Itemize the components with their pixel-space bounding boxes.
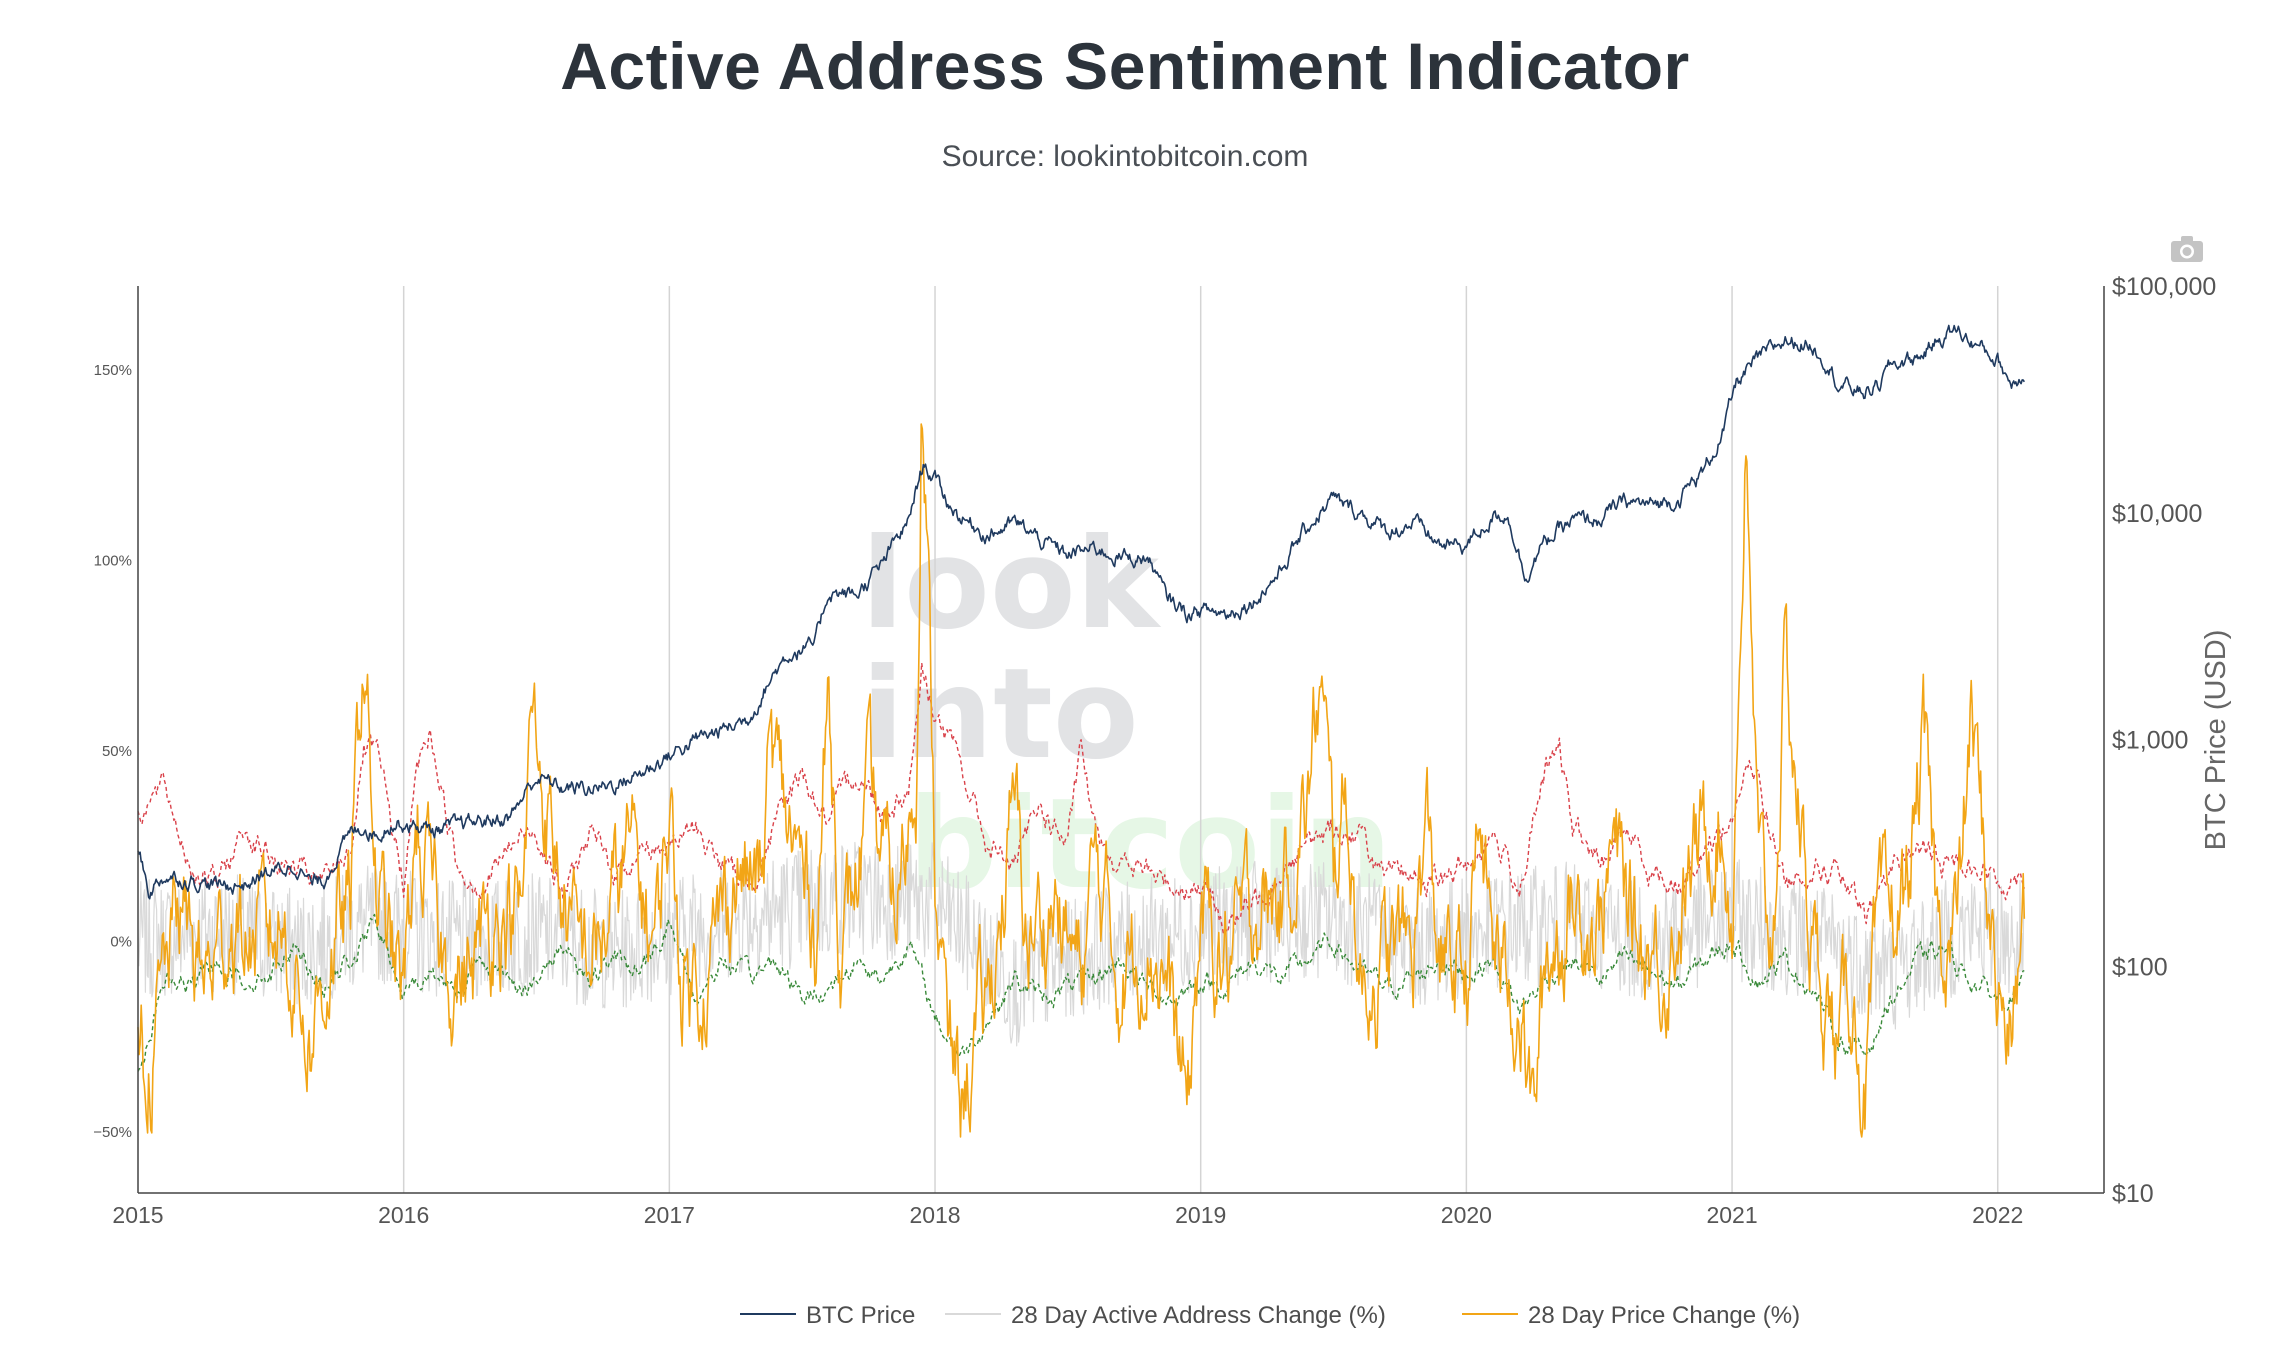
- x-tick-2017: 2017: [644, 1202, 695, 1228]
- right-axis-title: BTC Price (USD): [2200, 630, 2232, 851]
- x-tick-2020: 2020: [1441, 1202, 1492, 1228]
- left-tick-2: 50%: [102, 743, 132, 760]
- right-tick-2: $1,000: [2112, 727, 2188, 755]
- x-tick-2015: 2015: [112, 1202, 163, 1228]
- legend: BTC Price 28 Day Active Address Change (…: [740, 1302, 1800, 1329]
- x-tick-2016: 2016: [378, 1202, 429, 1228]
- left-tick-1: 100%: [94, 552, 132, 569]
- chart-title: Active Address Sentiment Indicator: [560, 29, 1690, 103]
- tick-labels: 2015 2016 2017 2018 2019 2020 2021 2022 150% 100%…: [93, 273, 2216, 1228]
- axes: [137, 286, 2105, 1194]
- series-active-address-change: [137, 841, 2025, 1047]
- left-tick-4: −50%: [93, 1124, 132, 1141]
- x-tick-2019: 2019: [1175, 1202, 1226, 1228]
- right-tick-1: $10,000: [2112, 500, 2202, 528]
- series-price-change: [137, 423, 2026, 1138]
- x-tick-2022: 2022: [1972, 1202, 2023, 1228]
- right-tick-4: $10: [2112, 1180, 2154, 1208]
- series-btc-price: [137, 324, 2025, 900]
- legend-label-active-address: 28 Day Active Address Change (%): [1011, 1302, 1386, 1329]
- legend-item-price-change[interactable]: 28 Day Price Change (%): [1462, 1302, 1800, 1329]
- legend-item-btc-price[interactable]: BTC Price: [740, 1302, 915, 1329]
- series-layer: [137, 324, 2026, 1138]
- chart-subtitle: Source: lookintobitcoin.com: [941, 140, 1309, 173]
- x-tick-2021: 2021: [1706, 1202, 1757, 1228]
- left-tick-3: 0%: [110, 933, 132, 950]
- watermark-look: look: [861, 512, 1162, 657]
- legend-item-active-address[interactable]: 28 Day Active Address Change (%): [945, 1302, 1386, 1329]
- gridlines: [402, 286, 1999, 1193]
- left-tick-0: 150%: [94, 362, 132, 379]
- x-tick-2018: 2018: [909, 1202, 960, 1228]
- right-tick-0: $100,000: [2112, 273, 2216, 301]
- right-tick-3: $100: [2112, 953, 2168, 981]
- watermark-into: into: [861, 642, 1138, 787]
- legend-label-btc-price: BTC Price: [806, 1302, 915, 1329]
- camera-icon[interactable]: [2170, 234, 2204, 264]
- series-upper-band: [137, 662, 2025, 934]
- legend-label-price-change: 28 Day Price Change (%): [1528, 1302, 1800, 1329]
